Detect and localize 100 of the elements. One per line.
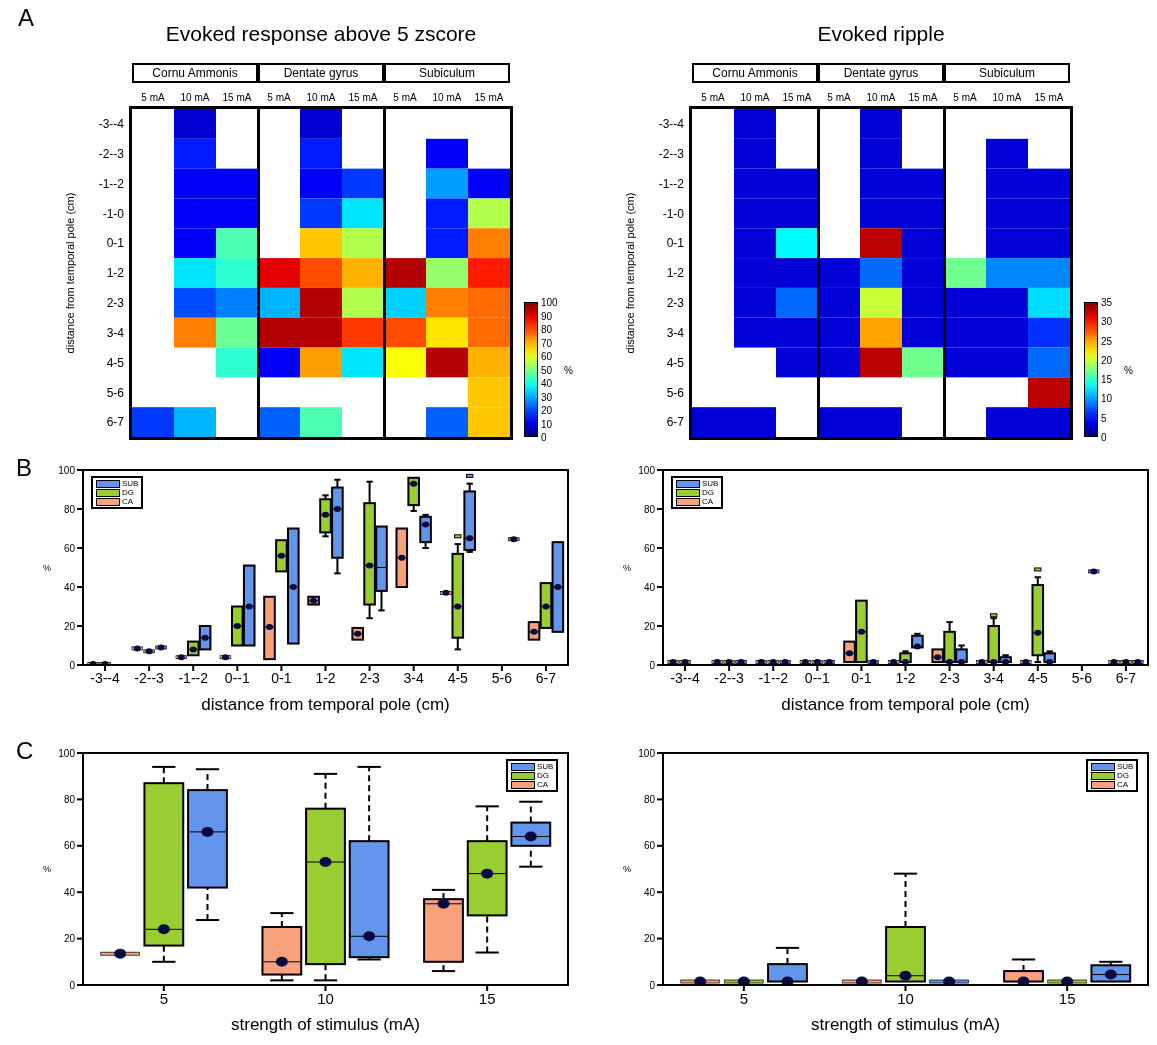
y-axis-title: %: [43, 562, 52, 573]
y-tick-label: 0: [69, 659, 76, 671]
color-bar-title: %: [1124, 364, 1133, 375]
x-tick-label: 10 mA: [992, 92, 1022, 103]
text: Cornu Ammonis: [692, 63, 818, 83]
x-tick-label: 0--1: [804, 669, 830, 686]
y-tick-label: -3--4: [98, 117, 125, 132]
x-axis-title: strength of stimulus (mA): [811, 1015, 1000, 1034]
color-bar-label: 50: [541, 364, 553, 375]
y-tick-label: 1-2: [106, 266, 125, 281]
y-tick-label: -1--2: [98, 176, 125, 191]
x-tick-label: 5 mA: [827, 92, 851, 103]
y-tick-label: -3--4: [658, 117, 685, 132]
y-tick-label: 5-6: [666, 385, 685, 400]
y-tick-label: 5-6: [106, 385, 125, 400]
y-tick-label: 100: [638, 464, 656, 476]
text: Dentate gyrus: [818, 63, 944, 83]
legend-label: SUB: [122, 479, 139, 488]
x-tick-label: 5: [159, 989, 169, 1007]
x-tick-label: 4-5: [447, 669, 469, 686]
x-tick-label: 2-3: [359, 669, 380, 686]
y-tick-label: 3-4: [106, 325, 125, 340]
text: Dentate gyrus: [258, 63, 384, 83]
x-tick-label: -2--3: [714, 669, 745, 686]
x-tick-label: -2--3: [134, 669, 165, 686]
x-tick-label: 15 mA: [782, 92, 812, 103]
y-tick-label: 20: [63, 933, 76, 945]
legend-label: CA: [702, 497, 714, 506]
y-tick-label: 40: [643, 886, 656, 898]
x-tick-label: 0-1: [271, 669, 292, 686]
color-bar-label: 30: [1101, 315, 1113, 327]
x-tick-label: 2-3: [939, 669, 960, 686]
legend-label: SUB: [1117, 762, 1134, 771]
color-bar-label: 0: [1101, 431, 1107, 443]
x-tick-label: 1-2: [315, 669, 336, 686]
y-tick-label: 4-5: [666, 355, 685, 370]
y-tick-label: 0: [649, 979, 656, 991]
y-tick-label: -1-0: [102, 206, 125, 221]
x-tick-label: 5 mA: [953, 92, 977, 103]
y-tick-label: 4-5: [106, 355, 125, 370]
text: B: [16, 454, 33, 482]
x-tick-label: 15: [478, 989, 496, 1007]
y-tick-label: 3-4: [666, 325, 685, 340]
legend-label: DG: [702, 488, 714, 497]
x-axis-title: distance from temporal pole (cm): [781, 695, 1030, 714]
chart-title: Evoked response above 5 zscore: [164, 22, 478, 46]
color-bar-label: 100: [541, 296, 558, 308]
color-bar-label: 10: [1101, 392, 1113, 404]
color-bar-label: 60: [541, 350, 553, 362]
y-tick-label: 60: [63, 840, 76, 852]
y-tick-label: -1-0: [662, 206, 685, 221]
x-tick-label: 5 mA: [393, 92, 417, 103]
color-bar-label: 80: [541, 323, 553, 335]
legend-label: SUB: [702, 479, 719, 488]
x-tick-label: 15 mA: [348, 92, 378, 103]
x-tick-label: 10 mA: [740, 92, 770, 103]
x-tick-label: 5 mA: [141, 92, 165, 103]
legend-label: DG: [122, 488, 134, 497]
color-bar-label: 10: [541, 418, 553, 429]
color-bar-label: 5: [1101, 412, 1107, 424]
y-axis-title: distance from temporal pole (cm): [63, 192, 76, 354]
text: C: [16, 737, 34, 765]
chart-title: Evoked ripple: [816, 22, 946, 46]
y-tick-label: 60: [643, 542, 656, 554]
x-tick-label: 5-6: [1071, 669, 1093, 686]
y-tick-label: 40: [643, 581, 656, 593]
y-tick-label: 80: [63, 793, 76, 805]
text: A: [18, 4, 35, 32]
y-tick-label: -2--3: [98, 146, 125, 161]
color-bar-label: 90: [541, 310, 553, 321]
x-tick-label: 0--1: [224, 669, 250, 686]
x-tick-label: -1--2: [178, 669, 209, 686]
x-tick-label: 6-7: [535, 669, 557, 686]
y-axis-title: distance from temporal pole (cm): [623, 192, 636, 354]
y-tick-label: -2--3: [658, 146, 685, 161]
legend-label: DG: [1117, 771, 1129, 780]
x-tick-label: 6-7: [1115, 669, 1137, 686]
y-tick-label: 40: [63, 581, 76, 593]
x-tick-label: 10 mA: [432, 92, 462, 103]
x-tick-label: 3-4: [403, 669, 425, 686]
y-tick-label: 1-2: [666, 266, 685, 281]
y-tick-label: 60: [63, 542, 76, 554]
y-tick-label: 0-1: [106, 236, 125, 251]
color-bar-label: 35: [1101, 296, 1113, 308]
y-axis-title: %: [43, 864, 52, 875]
color-bar-label: 40: [541, 377, 553, 389]
x-tick-label: 10: [317, 989, 334, 1007]
x-tick-label: 0-1: [851, 669, 872, 686]
x-axis-title: distance from temporal pole (cm): [201, 695, 450, 714]
color-bar-label: 20: [541, 404, 553, 416]
y-tick-label: 2-3: [666, 296, 685, 311]
x-tick-label: 4-5: [1027, 669, 1049, 686]
x-tick-label: 10: [897, 989, 914, 1007]
color-bar-label: 70: [541, 337, 553, 348]
x-tick-label: 5 mA: [701, 92, 725, 103]
x-tick-label: 10 mA: [306, 92, 336, 103]
x-tick-label: 10 mA: [866, 92, 896, 103]
y-tick-label: 80: [643, 503, 656, 515]
y-tick-label: 2-3: [106, 296, 125, 311]
color-bar-label: 25: [1101, 335, 1113, 347]
